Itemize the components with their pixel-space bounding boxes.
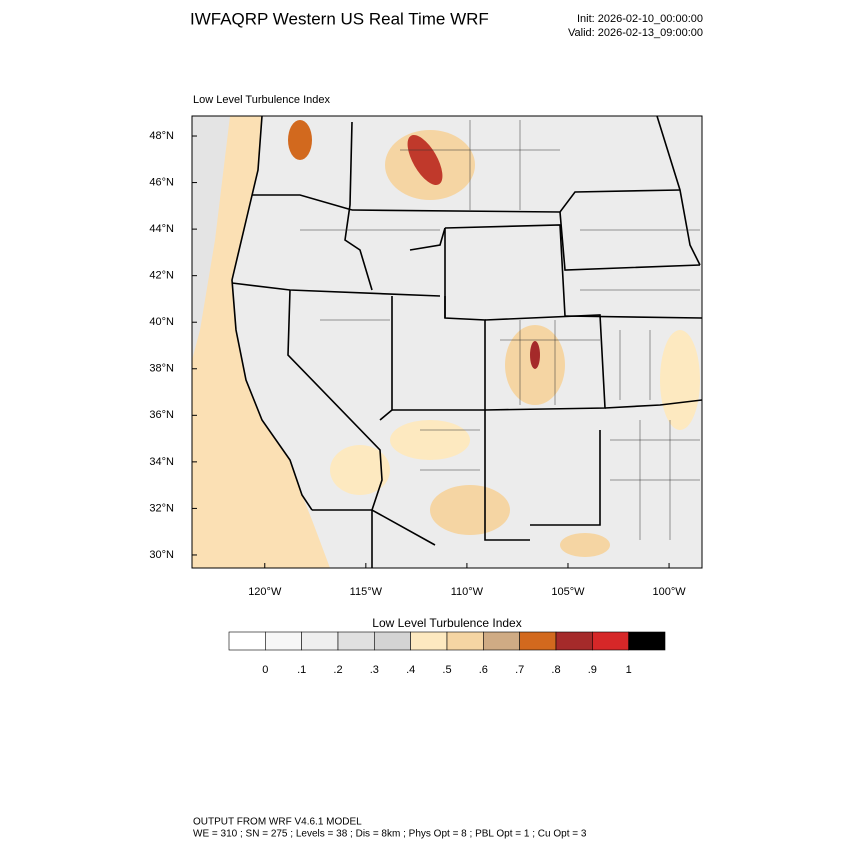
colorbar-label: .7 xyxy=(515,664,524,676)
colorbar-box xyxy=(628,631,666,651)
colorbar-box xyxy=(265,631,302,651)
colorbar-label: .3 xyxy=(370,664,379,676)
colorbar-box xyxy=(410,631,448,651)
colorbar-label: .8 xyxy=(551,664,560,676)
x-tick-label: 120°W xyxy=(248,586,282,598)
map xyxy=(192,116,702,568)
colorbar-box xyxy=(483,631,520,651)
colorbar-label: .9 xyxy=(588,664,597,676)
colorbar-box xyxy=(446,631,484,651)
colorbar-title: Low Level Turbulence Index xyxy=(372,616,521,630)
colorbar-label: .1 xyxy=(297,664,306,676)
x-tick-label: 110°W xyxy=(451,586,484,598)
state-borders xyxy=(231,116,702,568)
y-tick-label: 46°N xyxy=(149,176,174,188)
title: IWFAQRP Western US Real Time WRF xyxy=(190,9,489,28)
ocean-field xyxy=(192,116,330,568)
x-tick-label: 105°W xyxy=(551,586,585,598)
colorbar-label: 1 xyxy=(626,664,632,676)
init-time: Init: 2026-02-10_00:00:00 xyxy=(577,13,703,25)
footer-line: OUTPUT FROM WRF V4.6.1 MODEL xyxy=(193,817,362,828)
y-tick-label: 40°N xyxy=(149,316,174,328)
colorbar-box xyxy=(592,631,629,651)
x-tick-label: 100°W xyxy=(652,586,686,598)
y-tick-label: 48°N xyxy=(149,130,174,142)
colorbar-box xyxy=(374,631,411,651)
y-tick-label: 44°N xyxy=(149,223,174,235)
colorbar-label: .5 xyxy=(442,664,451,676)
colorbar-label: .6 xyxy=(479,664,488,676)
y-tick-label: 42°N xyxy=(149,270,174,282)
colorbar-label: 0 xyxy=(262,664,268,676)
county-borders xyxy=(300,120,700,540)
footer-line: WE = 310 ; SN = 275 ; Levels = 38 ; Dis … xyxy=(193,829,587,840)
colorbar-box xyxy=(301,631,339,651)
colorbar-box xyxy=(555,631,593,651)
map-frame xyxy=(191,115,703,569)
turbulence-areas xyxy=(288,120,700,557)
valid-time: Valid: 2026-02-13_09:00:00 xyxy=(568,27,703,39)
y-tick-label: 38°N xyxy=(149,363,174,375)
y-tick-label: 32°N xyxy=(149,502,174,514)
y-tick-label: 36°N xyxy=(149,409,174,421)
x-tick-label: 115°W xyxy=(350,586,383,598)
colorbar-box xyxy=(337,631,375,651)
colorbar-label: .4 xyxy=(406,664,415,676)
y-tick-label: 34°N xyxy=(149,456,174,468)
subtitle: Low Level Turbulence Index xyxy=(193,94,330,106)
y-tick-label: 30°N xyxy=(149,549,174,561)
colorbar-box xyxy=(228,631,266,651)
colorbar-label: .2 xyxy=(333,664,342,676)
colorbar-box xyxy=(519,631,557,651)
ocean-field-light xyxy=(192,116,230,360)
